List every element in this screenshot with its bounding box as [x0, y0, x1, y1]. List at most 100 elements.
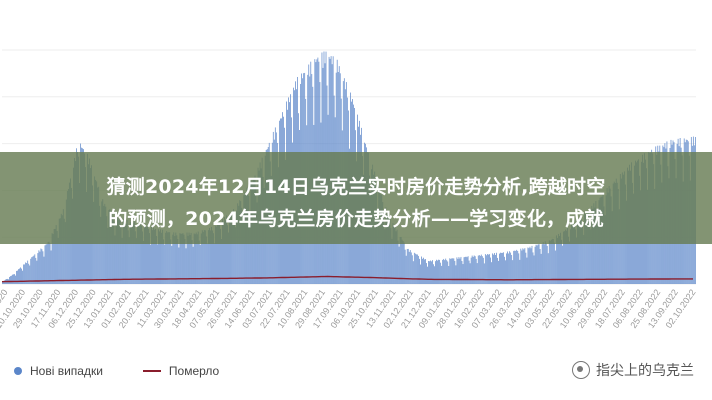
new-cases-bar — [486, 254, 488, 284]
new-cases-bar — [618, 209, 620, 284]
new-cases-bar — [523, 249, 525, 284]
new-cases-bar — [528, 248, 530, 284]
new-cases-bar — [398, 246, 400, 284]
new-cases-bar — [154, 229, 155, 284]
new-cases-bar — [579, 220, 581, 284]
new-cases-bar — [410, 252, 412, 284]
new-cases-bar — [139, 223, 141, 284]
new-cases-bar — [130, 221, 132, 284]
deaths-line — [1, 275, 693, 283]
new-cases-bar — [122, 219, 124, 284]
new-cases-bar — [568, 236, 569, 284]
new-cases-bar — [433, 264, 434, 284]
new-cases-bar — [160, 229, 161, 284]
new-cases-bar — [524, 248, 526, 284]
new-cases-bar — [41, 249, 43, 284]
watermark: 指尖上的乌克兰 — [572, 360, 694, 380]
new-cases-bar — [44, 245, 46, 284]
new-cases-bar — [18, 269, 19, 284]
new-cases-bar — [181, 233, 183, 284]
new-cases-bar — [594, 207, 596, 284]
new-cases-bar — [394, 226, 396, 284]
banner-title-line-2: 的预测，2024年乌克兰房价走势分析——学习变化，成就 — [108, 208, 604, 230]
new-cases-bar — [559, 235, 560, 284]
new-cases-bar — [43, 256, 45, 284]
new-cases-bar — [128, 237, 130, 284]
new-cases-bar — [496, 252, 497, 284]
new-cases-bar — [146, 227, 147, 284]
new-cases-bar — [138, 226, 140, 284]
new-cases-bar — [188, 232, 190, 284]
new-cases-bar — [114, 235, 116, 284]
new-cases-bar — [471, 255, 473, 284]
new-cases-bar — [217, 224, 218, 284]
new-cases-bar — [33, 255, 35, 284]
new-cases-bar — [377, 210, 379, 284]
new-cases-bar — [231, 211, 233, 284]
new-cases-bar — [507, 251, 508, 284]
new-cases-bar — [148, 228, 149, 284]
new-cases-bar — [219, 223, 220, 284]
deaths-legend-line-icon — [142, 370, 161, 372]
new-cases-bar — [448, 265, 450, 284]
new-cases-bar — [36, 260, 38, 284]
new-cases-bar — [440, 262, 442, 284]
new-cases-bar — [582, 222, 584, 284]
new-cases-bar — [108, 210, 110, 284]
new-cases-bar — [173, 232, 175, 284]
new-cases-bar — [110, 213, 112, 284]
new-cases-bar — [485, 255, 487, 284]
new-cases-bar — [175, 232, 177, 284]
new-cases-bar — [408, 251, 410, 284]
new-cases-bar — [215, 225, 216, 284]
new-cases-bar — [62, 209, 64, 284]
new-cases-bar — [203, 229, 205, 284]
new-cases-bar — [530, 248, 532, 284]
new-cases-bar — [21, 268, 22, 284]
new-cases-bar — [515, 250, 517, 284]
legend-deaths: Померло — [168, 364, 220, 378]
new-cases-bar — [473, 255, 475, 284]
new-cases-bar — [416, 254, 418, 284]
new-cases-bar — [409, 250, 411, 284]
new-cases-bar — [412, 261, 414, 284]
new-cases-bar — [3, 280, 4, 284]
new-cases-bar — [172, 234, 174, 284]
new-cases-bar — [120, 227, 122, 284]
new-cases-bar — [427, 266, 428, 284]
new-cases-bar — [555, 235, 557, 284]
new-cases-bar — [153, 227, 154, 284]
new-cases-bar — [577, 221, 578, 284]
new-cases-bar — [241, 207, 243, 284]
new-cases-bar — [611, 211, 613, 284]
new-cases-bar — [570, 229, 571, 284]
new-cases-bar — [441, 265, 443, 284]
new-cases-bar — [170, 239, 172, 284]
new-cases-bar — [531, 245, 533, 284]
new-cases-bar — [115, 215, 117, 284]
new-cases-bar — [584, 212, 586, 284]
new-cases-bar — [106, 216, 108, 284]
new-cases-bar — [453, 258, 455, 284]
new-cases-bar — [470, 257, 472, 284]
new-cases-bar — [48, 241, 50, 284]
new-cases-bar — [164, 244, 166, 284]
new-cases-bar — [163, 239, 165, 284]
new-cases-bar — [571, 224, 572, 284]
new-cases-bar — [431, 261, 432, 284]
new-cases-bar — [147, 225, 148, 284]
new-cases-bar — [13, 274, 14, 284]
new-cases-bar — [452, 258, 454, 284]
new-cases-bar — [137, 222, 139, 284]
new-cases-bar — [447, 261, 449, 284]
new-cases-bar — [554, 250, 556, 284]
new-cases-bar — [197, 231, 199, 284]
new-cases-bar — [564, 231, 565, 284]
new-cases-bar — [9, 276, 10, 284]
new-cases-bar — [61, 215, 63, 284]
new-cases-bar — [27, 260, 29, 284]
new-cases-bar — [2, 281, 3, 284]
new-cases-bar — [517, 250, 519, 284]
new-cases-bar — [437, 260, 438, 284]
new-cases-bar — [176, 235, 178, 284]
